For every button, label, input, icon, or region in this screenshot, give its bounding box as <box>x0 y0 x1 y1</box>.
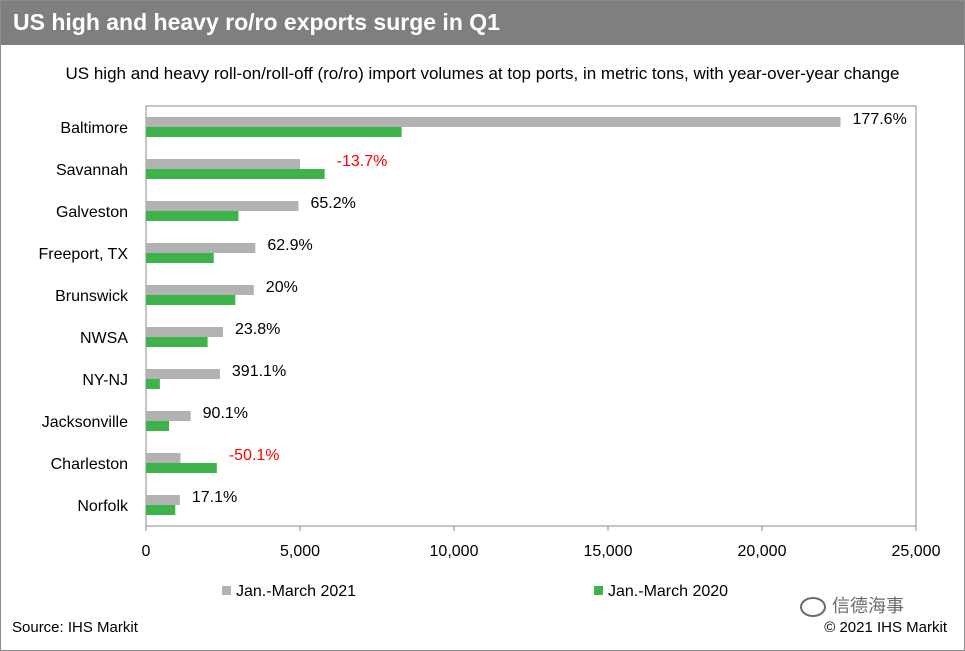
category-label: Norfolk <box>77 498 129 515</box>
yoy-change-label: 62.9% <box>267 237 312 254</box>
bar-2021 <box>146 285 254 295</box>
yoy-change-label: 65.2% <box>310 195 355 212</box>
x-tick-label: 25,000 <box>892 543 941 560</box>
yoy-change-label: -50.1% <box>229 447 280 464</box>
category-label: Savannah <box>56 162 128 179</box>
yoy-change-label: 177.6% <box>853 111 907 128</box>
bar-2021 <box>146 495 180 505</box>
plot-area <box>145 105 917 527</box>
category-label: Brunswick <box>55 288 129 305</box>
category-label: NY-NJ <box>82 372 128 389</box>
wechat-icon <box>800 597 826 618</box>
category-label: Jacksonville <box>42 414 128 431</box>
legend-label: Jan.-March 2020 <box>608 583 728 600</box>
bar-2020 <box>146 169 325 179</box>
title-bar: US high and heavy ro/ro exports surge in… <box>1 1 964 45</box>
x-tick-label: 10,000 <box>430 543 479 560</box>
yoy-change-label: 23.8% <box>235 321 280 338</box>
bar-2021 <box>146 453 181 463</box>
category-label: Galveston <box>56 204 128 221</box>
bar-2020 <box>146 421 170 431</box>
category-label: NWSA <box>80 330 128 347</box>
bar-2021 <box>146 159 300 169</box>
chart-subtitle: US high and heavy roll-on/roll-off (ro/r… <box>65 64 900 83</box>
yoy-change-label: 391.1% <box>232 363 286 380</box>
x-tick-label: 15,000 <box>584 543 633 560</box>
x-tick-label: 0 <box>142 543 151 560</box>
yoy-change-label: 90.1% <box>203 405 248 422</box>
copyright-note: © 2021 IHS Markit <box>824 619 947 636</box>
yoy-change-label: -13.7% <box>337 153 388 170</box>
bar-2021 <box>146 411 191 421</box>
page-title: US high and heavy ro/ro exports surge in… <box>13 9 500 35</box>
bar-2020 <box>146 463 217 473</box>
bar-2021 <box>146 327 223 337</box>
bar-2021 <box>146 117 841 127</box>
source-note: Source: IHS Markit <box>12 619 138 636</box>
bar-2020 <box>146 127 402 137</box>
yoy-change-label: 20% <box>266 279 298 296</box>
bar-2020 <box>146 337 208 347</box>
x-tick-label: 5,000 <box>280 543 320 560</box>
legend-swatch <box>594 586 603 595</box>
x-tick-label: 20,000 <box>738 543 787 560</box>
bar-2021 <box>146 243 256 253</box>
watermark-text: 信德海事 <box>832 596 904 616</box>
category-label: Freeport, TX <box>38 246 128 263</box>
bar-2020 <box>146 211 239 221</box>
legend-swatch <box>222 586 231 595</box>
bar-2020 <box>146 253 214 263</box>
yoy-change-label: 17.1% <box>192 489 237 506</box>
bar-2020 <box>146 295 236 305</box>
category-label: Charleston <box>51 456 128 473</box>
legend-label: Jan.-March 2021 <box>236 583 356 600</box>
bar-2020 <box>146 505 176 515</box>
bar-2021 <box>146 201 299 211</box>
bar-2020 <box>146 379 160 389</box>
category-label: Baltimore <box>60 120 128 137</box>
bar-2021 <box>146 369 220 379</box>
watermark: 信德海事 <box>800 592 904 618</box>
